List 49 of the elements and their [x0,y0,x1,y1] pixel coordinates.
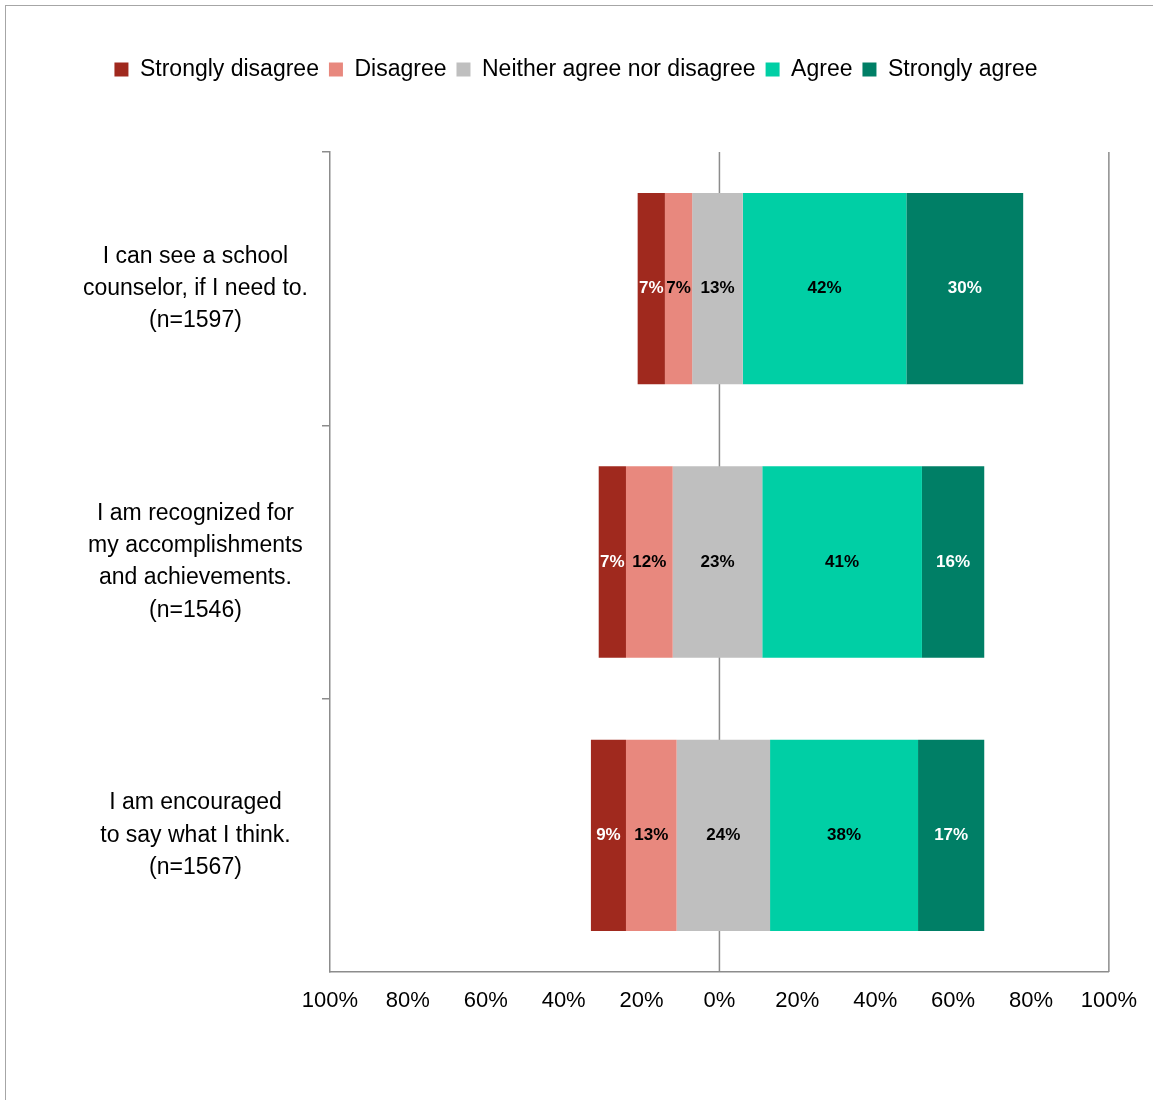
bar [770,739,919,931]
bar [625,466,673,658]
bar [692,193,743,385]
data-label: 16% [936,551,971,571]
x-tick-label: 80% [1008,987,1053,1013]
data-label: 30% [947,278,982,298]
data-label: 13% [700,278,735,298]
y-tick-label: I am encouraged to say what I think. (n=1567) [100,788,291,879]
x-tick-label: 80% [385,987,430,1013]
legend-label: Agree [791,54,853,81]
x-tick-label: 100% [1080,987,1138,1013]
bar [664,193,693,385]
x-tick-label: 0% [703,987,736,1013]
x-tick-label: 20% [775,987,820,1013]
x-tick-label: 100% [301,987,359,1013]
bar [918,739,985,931]
bar [676,739,771,931]
data-label: 7% [666,278,691,298]
legend-label: Strongly disagree [139,54,319,81]
legend-label: Disagree [354,54,447,81]
legend-label: Neither agree nor disagree [481,54,756,81]
data-label: 7% [600,551,625,571]
y-tick-label: I am recognized for my accomplishments and achievements. (n=1546) [88,499,303,622]
bar [906,193,1024,385]
bar [625,739,677,931]
data-label: 7% [638,278,664,298]
data-label: 24% [706,825,741,845]
bar [672,466,763,658]
bar [921,466,985,658]
data-label: 17% [934,825,969,845]
data-label: 41% [825,551,860,571]
y-tick-label: I can see a school counselor, if I need to. (n=1597) [82,241,309,333]
data-label: 38% [827,825,862,845]
legend-label: Strongly agree [887,54,1038,81]
bar [762,466,922,658]
x-tick-label: 40% [853,987,898,1013]
x-tick-label: 60% [463,987,508,1013]
data-label: 42% [807,278,842,298]
bar [637,193,665,385]
data-label: 12% [632,551,667,571]
data-label: 23% [700,551,735,571]
bar [598,466,626,658]
data-label: 9% [596,825,621,845]
data-label: 13% [634,825,669,845]
bar [590,739,626,931]
x-tick-label: 20% [619,987,664,1013]
bar [742,193,907,385]
x-tick-label: 40% [541,987,586,1013]
x-tick-label: 60% [931,987,976,1013]
